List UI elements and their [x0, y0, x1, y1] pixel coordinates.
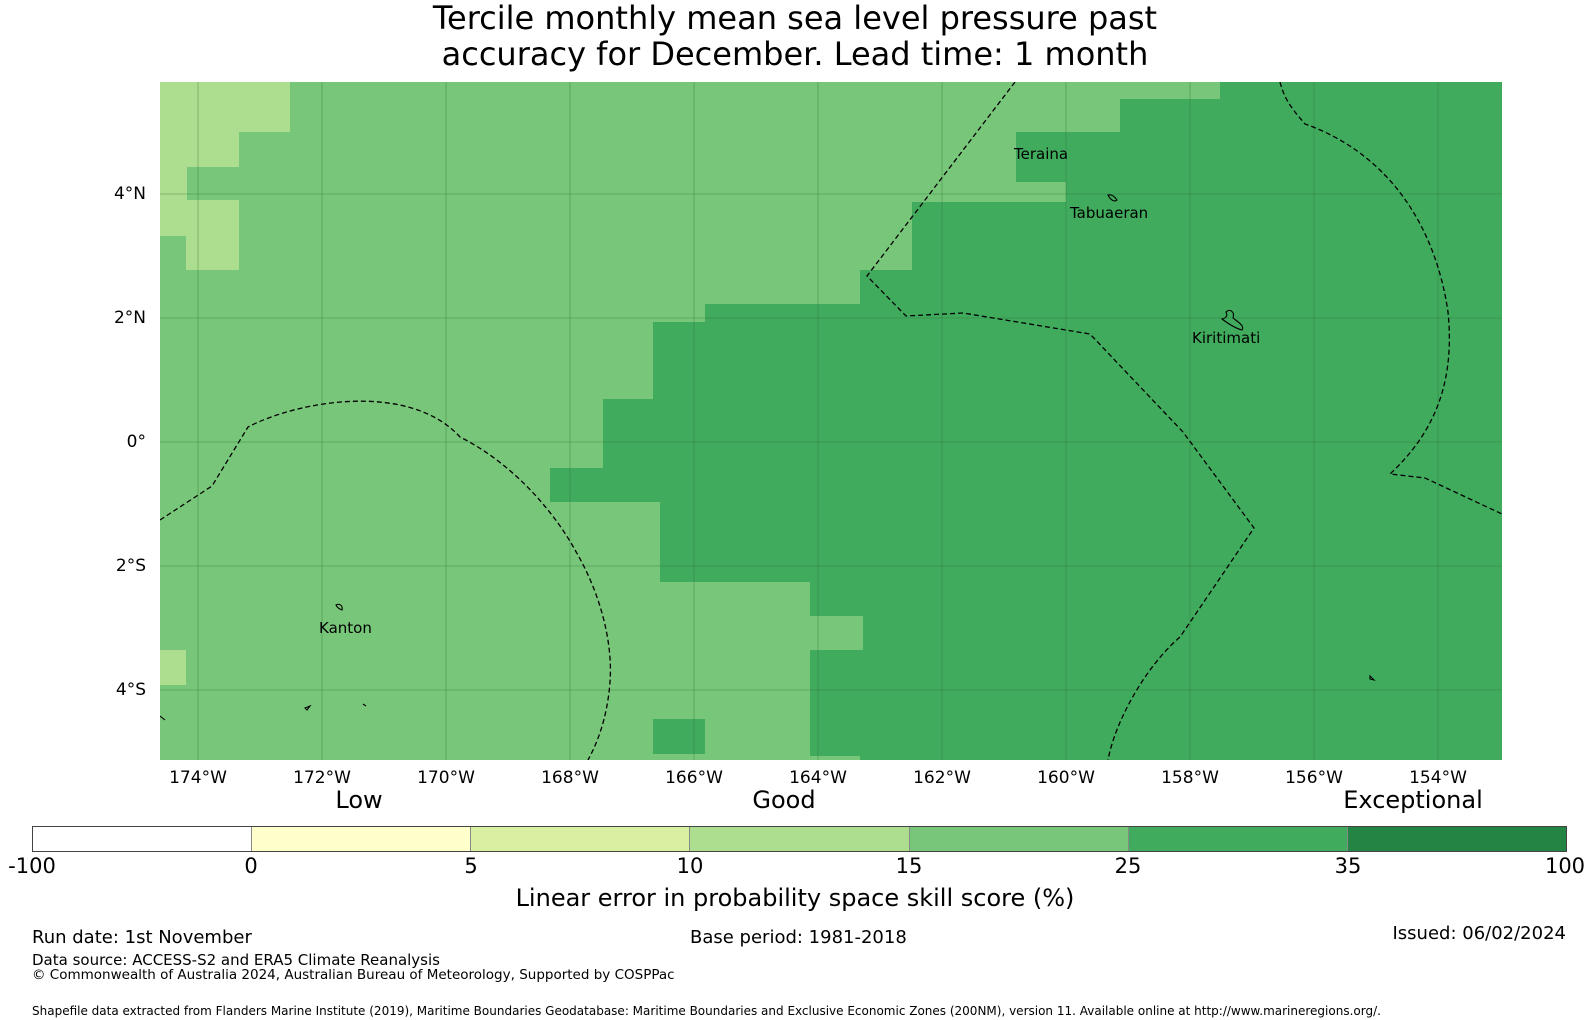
light-cell-sw	[160, 650, 186, 685]
colorbar-segment-below-0	[33, 827, 253, 851]
lon-tick-160w: 160°W	[1037, 768, 1095, 788]
place-label-teraina: Teraina	[1014, 145, 1069, 163]
run-date: Run date: 1st November	[32, 927, 252, 948]
island-small-3	[1369, 674, 1376, 682]
light-cell-nw	[160, 82, 290, 270]
colorbar-tick-100: 100	[1544, 854, 1586, 878]
eez-boundary-line-islands-west	[866, 82, 1255, 760]
category-label-exceptional: Exceptional	[1343, 786, 1483, 814]
eez-boundary-line-islands-east	[1279, 82, 1502, 515]
gridlines	[160, 82, 1502, 760]
lon-tick-172w: 172°W	[293, 768, 351, 788]
colorbar-tick-5: 5	[464, 854, 478, 878]
island-kiritimati-shape	[1220, 309, 1244, 331]
issued-date: Issued: 06/02/2024	[1392, 923, 1566, 944]
place-label-kiritimati: Kiritimati	[1192, 329, 1261, 347]
lat-tick-0: 0°	[126, 432, 146, 452]
lon-tick-164w: 164°W	[789, 768, 847, 788]
colorbar-segment-15-25	[909, 827, 1129, 851]
colorbar-tick-25: 25	[1114, 854, 1142, 878]
colorbar-segment-35-100	[1347, 827, 1566, 851]
lat-tick-4n: 4°N	[113, 184, 146, 204]
island-small-4	[160, 715, 166, 721]
dark-cell-south	[653, 719, 705, 754]
colorbar-tick-10: 10	[676, 854, 704, 878]
colorbar-segment-25-35	[1128, 827, 1348, 851]
colorbar-tick-35: 35	[1334, 854, 1362, 878]
copyright: © Commonwealth of Australia 2024, Austra…	[32, 967, 675, 983]
lon-tick-162w: 162°W	[913, 768, 971, 788]
colorbar-segment-5-10	[471, 827, 691, 851]
category-label-good: Good	[752, 786, 816, 814]
lon-tick-154w: 154°W	[1409, 768, 1467, 788]
high-score-cells	[550, 82, 1502, 760]
lat-tick-4s: 4°S	[115, 680, 146, 700]
base-period: Base period: 1981-2018	[690, 927, 907, 948]
colorbar-tick-minus100: -100	[8, 854, 56, 878]
lon-tick-156w: 156°W	[1285, 768, 1343, 788]
data-source: Data source: ACCESS-S2 and ERA5 Climate …	[32, 951, 440, 969]
lat-tick-2n: 2°N	[113, 308, 146, 328]
island-small-1	[304, 704, 312, 711]
eez-boundaries	[160, 82, 1502, 760]
island-tabuaeran-shape	[1107, 194, 1118, 202]
lat-tick-2s: 2°S	[115, 556, 146, 576]
islands	[160, 194, 1376, 721]
map-title-line-1: Tercile monthly mean sea level pressure …	[432, 0, 1158, 37]
lon-tick-158w: 158°W	[1161, 768, 1219, 788]
category-label-low: Low	[335, 786, 383, 814]
skill-map	[160, 82, 1502, 760]
low-score-cells	[160, 82, 290, 685]
island-small-2	[362, 703, 367, 707]
map-title-line-2: accuracy for December. Lead time: 1 mont…	[441, 35, 1149, 73]
colorbar-axis-label: Linear error in probability space skill …	[515, 884, 1075, 912]
lon-tick-170w: 170°W	[417, 768, 475, 788]
colorbar	[32, 826, 1567, 852]
shapefile-credit: Shapefile data extracted from Flanders M…	[32, 1004, 1381, 1018]
eez-boundary-kanton	[160, 400, 612, 760]
colorbar-segment-10-15	[690, 827, 910, 851]
place-label-tabuaeran: Tabuaeran	[1070, 204, 1149, 222]
lon-tick-168w: 168°W	[541, 768, 599, 788]
lon-tick-166w: 166°W	[665, 768, 723, 788]
place-label-kanton: Kanton	[319, 619, 372, 637]
island-kanton-shape	[335, 603, 343, 611]
dark-region-main	[550, 82, 1502, 760]
colorbar-segment-0-5	[252, 827, 472, 851]
lon-tick-174w: 174°W	[169, 768, 227, 788]
colorbar-tick-15: 15	[895, 854, 923, 878]
colorbar-tick-0: 0	[244, 854, 258, 878]
